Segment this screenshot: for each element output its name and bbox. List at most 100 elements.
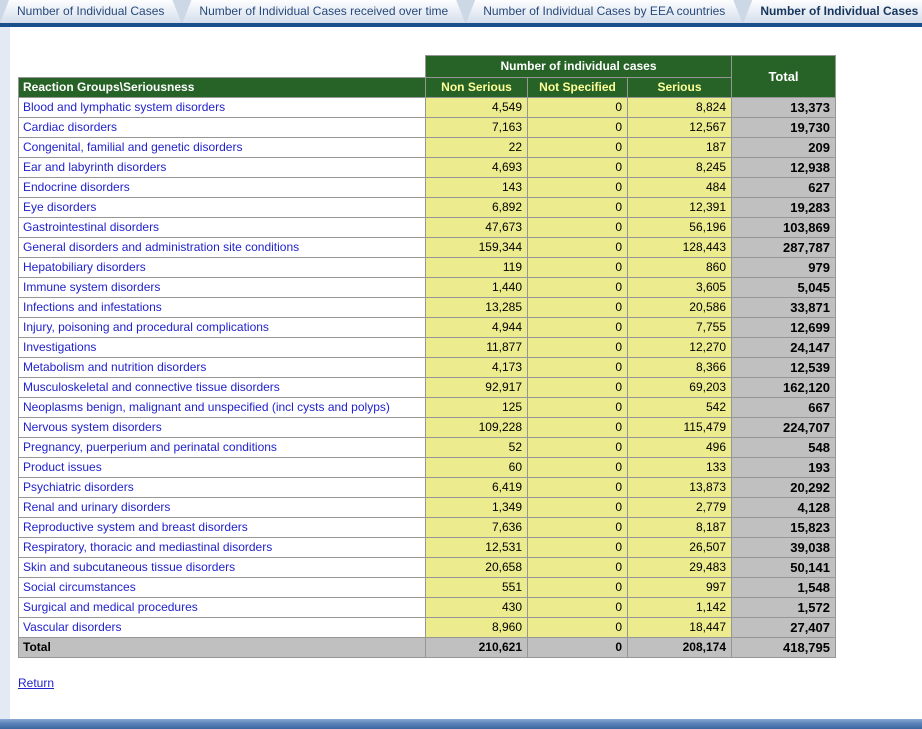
serious-value: 12,391 (628, 198, 732, 218)
reaction-group-link[interactable]: Metabolism and nutrition disorders (19, 358, 426, 378)
not-specified-value: 0 (528, 398, 628, 418)
non-serious-value: 7,636 (426, 518, 528, 538)
serious-value: 8,366 (628, 358, 732, 378)
table-total-row: Total 210,621 0 208,174 418,795 (19, 638, 836, 658)
reaction-group-link[interactable]: Blood and lymphatic system disorders (19, 98, 426, 118)
reaction-group-link[interactable]: Renal and urinary disorders (19, 498, 426, 518)
table-row: Cardiac disorders7,163012,56719,730 (19, 118, 836, 138)
serious-value: 542 (628, 398, 732, 418)
non-serious-value: 159,344 (426, 238, 528, 258)
row-total-value: 33,871 (732, 298, 836, 318)
reaction-group-link[interactable]: Skin and subcutaneous tissue disorders (19, 558, 426, 578)
table-row: Vascular disorders8,960018,44727,407 (19, 618, 836, 638)
total-row-label: Total (19, 638, 426, 658)
not-specified-value: 0 (528, 438, 628, 458)
table-row: Reproductive system and breast disorders… (19, 518, 836, 538)
row-group-header: Reaction Groups\Seriousness (19, 78, 426, 98)
app-window: Number of Individual Cases Number of Ind… (0, 0, 922, 729)
non-serious-value: 4,173 (426, 358, 528, 378)
reaction-group-link[interactable]: Reproductive system and breast disorders (19, 518, 426, 538)
reaction-group-link[interactable]: General disorders and administration sit… (19, 238, 426, 258)
row-total-value: 209 (732, 138, 836, 158)
row-total-value: 50,141 (732, 558, 836, 578)
serious-value: 3,605 (628, 278, 732, 298)
reaction-group-link[interactable]: Injury, poisoning and procedural complic… (19, 318, 426, 338)
serious-value: 2,779 (628, 498, 732, 518)
column-header-serious: Serious (628, 78, 732, 98)
row-total-value: 1,572 (732, 598, 836, 618)
reaction-group-link[interactable]: Eye disorders (19, 198, 426, 218)
not-specified-value: 0 (528, 118, 628, 138)
not-specified-value: 0 (528, 238, 628, 258)
return-link[interactable]: Return (18, 676, 54, 690)
reaction-group-link[interactable]: Immune system disorders (19, 278, 426, 298)
reaction-group-link[interactable]: Congenital, familial and genetic disorde… (19, 138, 426, 158)
serious-value: 18,447 (628, 618, 732, 638)
total-non-serious-value: 210,621 (426, 638, 528, 658)
non-serious-value: 551 (426, 578, 528, 598)
non-serious-value: 47,673 (426, 218, 528, 238)
serious-value: 997 (628, 578, 732, 598)
serious-value: 13,873 (628, 478, 732, 498)
non-serious-value: 6,419 (426, 478, 528, 498)
row-total-value: 627 (732, 178, 836, 198)
serious-value: 20,586 (628, 298, 732, 318)
reaction-group-link[interactable]: Investigations (19, 338, 426, 358)
reaction-group-link[interactable]: Nervous system disorders (19, 418, 426, 438)
row-total-value: 162,120 (732, 378, 836, 398)
not-specified-value: 0 (528, 198, 628, 218)
reaction-group-link[interactable]: Hepatobiliary disorders (19, 258, 426, 278)
non-serious-value: 119 (426, 258, 528, 278)
non-serious-value: 4,693 (426, 158, 528, 178)
reaction-group-link[interactable]: Pregnancy, puerperium and perinatal cond… (19, 438, 426, 458)
report-panel: Number of individual cases Total Reactio… (10, 27, 922, 719)
row-total-value: 19,283 (732, 198, 836, 218)
reaction-group-link[interactable]: Surgical and medical procedures (19, 598, 426, 618)
table-row: Endocrine disorders1430484627 (19, 178, 836, 198)
reaction-group-link[interactable]: Product issues (19, 458, 426, 478)
not-specified-value: 0 (528, 358, 628, 378)
not-specified-value: 0 (528, 578, 628, 598)
serious-value: 69,203 (628, 378, 732, 398)
column-header-not-specified: Not Specified (528, 78, 628, 98)
table-row: Congenital, familial and genetic disorde… (19, 138, 836, 158)
table-row: Nervous system disorders109,2280115,4792… (19, 418, 836, 438)
non-serious-value: 60 (426, 458, 528, 478)
reaction-group-link[interactable]: Neoplasms benign, malignant and unspecif… (19, 398, 426, 418)
non-serious-value: 125 (426, 398, 528, 418)
reaction-group-link[interactable]: Endocrine disorders (19, 178, 426, 198)
non-serious-value: 12,531 (426, 538, 528, 558)
row-total-value: 12,699 (732, 318, 836, 338)
tab-cases-received-over-time[interactable]: Number of Individual Cases received over… (182, 0, 465, 23)
not-specified-value: 0 (528, 178, 628, 198)
table-row: Infections and infestations13,285020,586… (19, 298, 836, 318)
reaction-group-link[interactable]: Ear and labyrinth disorders (19, 158, 426, 178)
not-specified-value: 0 (528, 478, 628, 498)
row-total-value: 1,548 (732, 578, 836, 598)
total-column-header: Total (732, 56, 836, 98)
table-row: Product issues600133193 (19, 458, 836, 478)
reaction-group-link[interactable]: Cardiac disorders (19, 118, 426, 138)
not-specified-value: 0 (528, 418, 628, 438)
reaction-group-link[interactable]: Musculoskeletal and connective tissue di… (19, 378, 426, 398)
reaction-group-link[interactable]: Gastrointestinal disorders (19, 218, 426, 238)
table-row: Neoplasms benign, malignant and unspecif… (19, 398, 836, 418)
non-serious-value: 4,944 (426, 318, 528, 338)
tab-number-of-individual-cases[interactable]: Number of Individual Cases (0, 0, 181, 23)
reaction-group-link[interactable]: Respiratory, thoracic and mediastinal di… (19, 538, 426, 558)
reaction-group-link[interactable]: Infections and infestations (19, 298, 426, 318)
serious-value: 496 (628, 438, 732, 458)
non-serious-value: 143 (426, 178, 528, 198)
table-body: Blood and lymphatic system disorders4,54… (19, 98, 836, 638)
tab-cases-by-eea-countries[interactable]: Number of Individual Cases by EEA countr… (466, 0, 742, 23)
reaction-group-link[interactable]: Vascular disorders (19, 618, 426, 638)
serious-value: 484 (628, 178, 732, 198)
not-specified-value: 0 (528, 218, 628, 238)
non-serious-value: 6,892 (426, 198, 528, 218)
reaction-group-link[interactable]: Psychiatric disorders (19, 478, 426, 498)
table-row: Psychiatric disorders6,419013,87320,292 (19, 478, 836, 498)
row-total-value: 24,147 (732, 338, 836, 358)
reaction-group-link[interactable]: Social circumstances (19, 578, 426, 598)
tab-cases-active[interactable]: Number of Individual Cases I (743, 0, 922, 23)
serious-value: 8,824 (628, 98, 732, 118)
